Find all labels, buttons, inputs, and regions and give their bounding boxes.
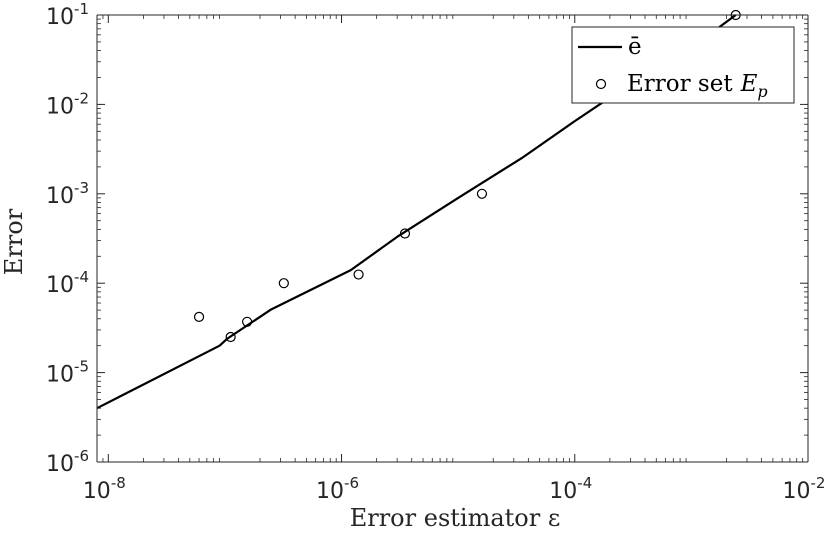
y-tick-label: 10-3	[46, 179, 89, 209]
legend-label-error-set: Error set Ep	[627, 71, 768, 101]
legend-label-E: E	[740, 71, 758, 97]
x-tick-base: 10	[316, 479, 344, 504]
legend-label-p: p	[757, 82, 767, 101]
data-point-error-set	[353, 269, 364, 280]
x-axis-title: Error estimator ε	[350, 504, 561, 532]
y-tick-exponent: -3	[74, 179, 89, 197]
legend-label-error-set-text: Error set	[627, 71, 733, 97]
data-point-error-set	[399, 228, 411, 239]
legend-label-ebar: ē	[628, 34, 642, 60]
y-tick-label: 10-6	[46, 447, 89, 477]
data-point-error-set	[476, 188, 488, 199]
y-tick-label: 10-5	[46, 358, 89, 388]
x-tick-label: 10-6	[316, 474, 359, 504]
y-tick-exponent: -5	[74, 358, 89, 376]
x-tick-base: 10	[549, 479, 577, 504]
legend-marker-swatch	[595, 78, 607, 90]
x-tick-exponent: -8	[111, 474, 126, 492]
y-tick-label: 10-1	[46, 0, 89, 30]
x-tick-label: 10-2	[783, 474, 826, 504]
y-tick-base: 10	[46, 273, 74, 298]
x-tick-exponent: -6	[344, 474, 359, 492]
y-tick-exponent: -2	[74, 89, 89, 107]
y-axis-title: Error	[0, 208, 28, 275]
x-tick-base: 10	[783, 479, 811, 504]
legend-box	[571, 26, 795, 104]
y-tick-base: 10	[46, 184, 74, 209]
legend: ē Error set Ep	[571, 26, 795, 104]
data-point-error-set	[193, 311, 205, 322]
data-point-error-set	[278, 278, 289, 289]
y-tick-exponent: -6	[74, 447, 89, 465]
y-tick-base: 10	[46, 94, 74, 119]
x-tick-label: 10-8	[83, 474, 126, 504]
y-tick-base: 10	[46, 363, 74, 388]
y-tick-label: 10-4	[46, 268, 89, 298]
y-tick-exponent: -1	[74, 0, 89, 18]
x-tick-base: 10	[83, 479, 111, 504]
data-point-error-set	[225, 331, 236, 343]
y-tick-exponent: -4	[74, 268, 89, 286]
y-tick-label: 10-2	[46, 89, 89, 119]
x-tick-label: 10-4	[549, 474, 592, 504]
y-tick-base: 10	[46, 452, 74, 477]
data-point-error-set	[242, 316, 253, 327]
y-tick-base: 10	[46, 5, 74, 30]
x-tick-exponent: -2	[811, 474, 826, 492]
x-tick-exponent: -4	[577, 474, 592, 492]
